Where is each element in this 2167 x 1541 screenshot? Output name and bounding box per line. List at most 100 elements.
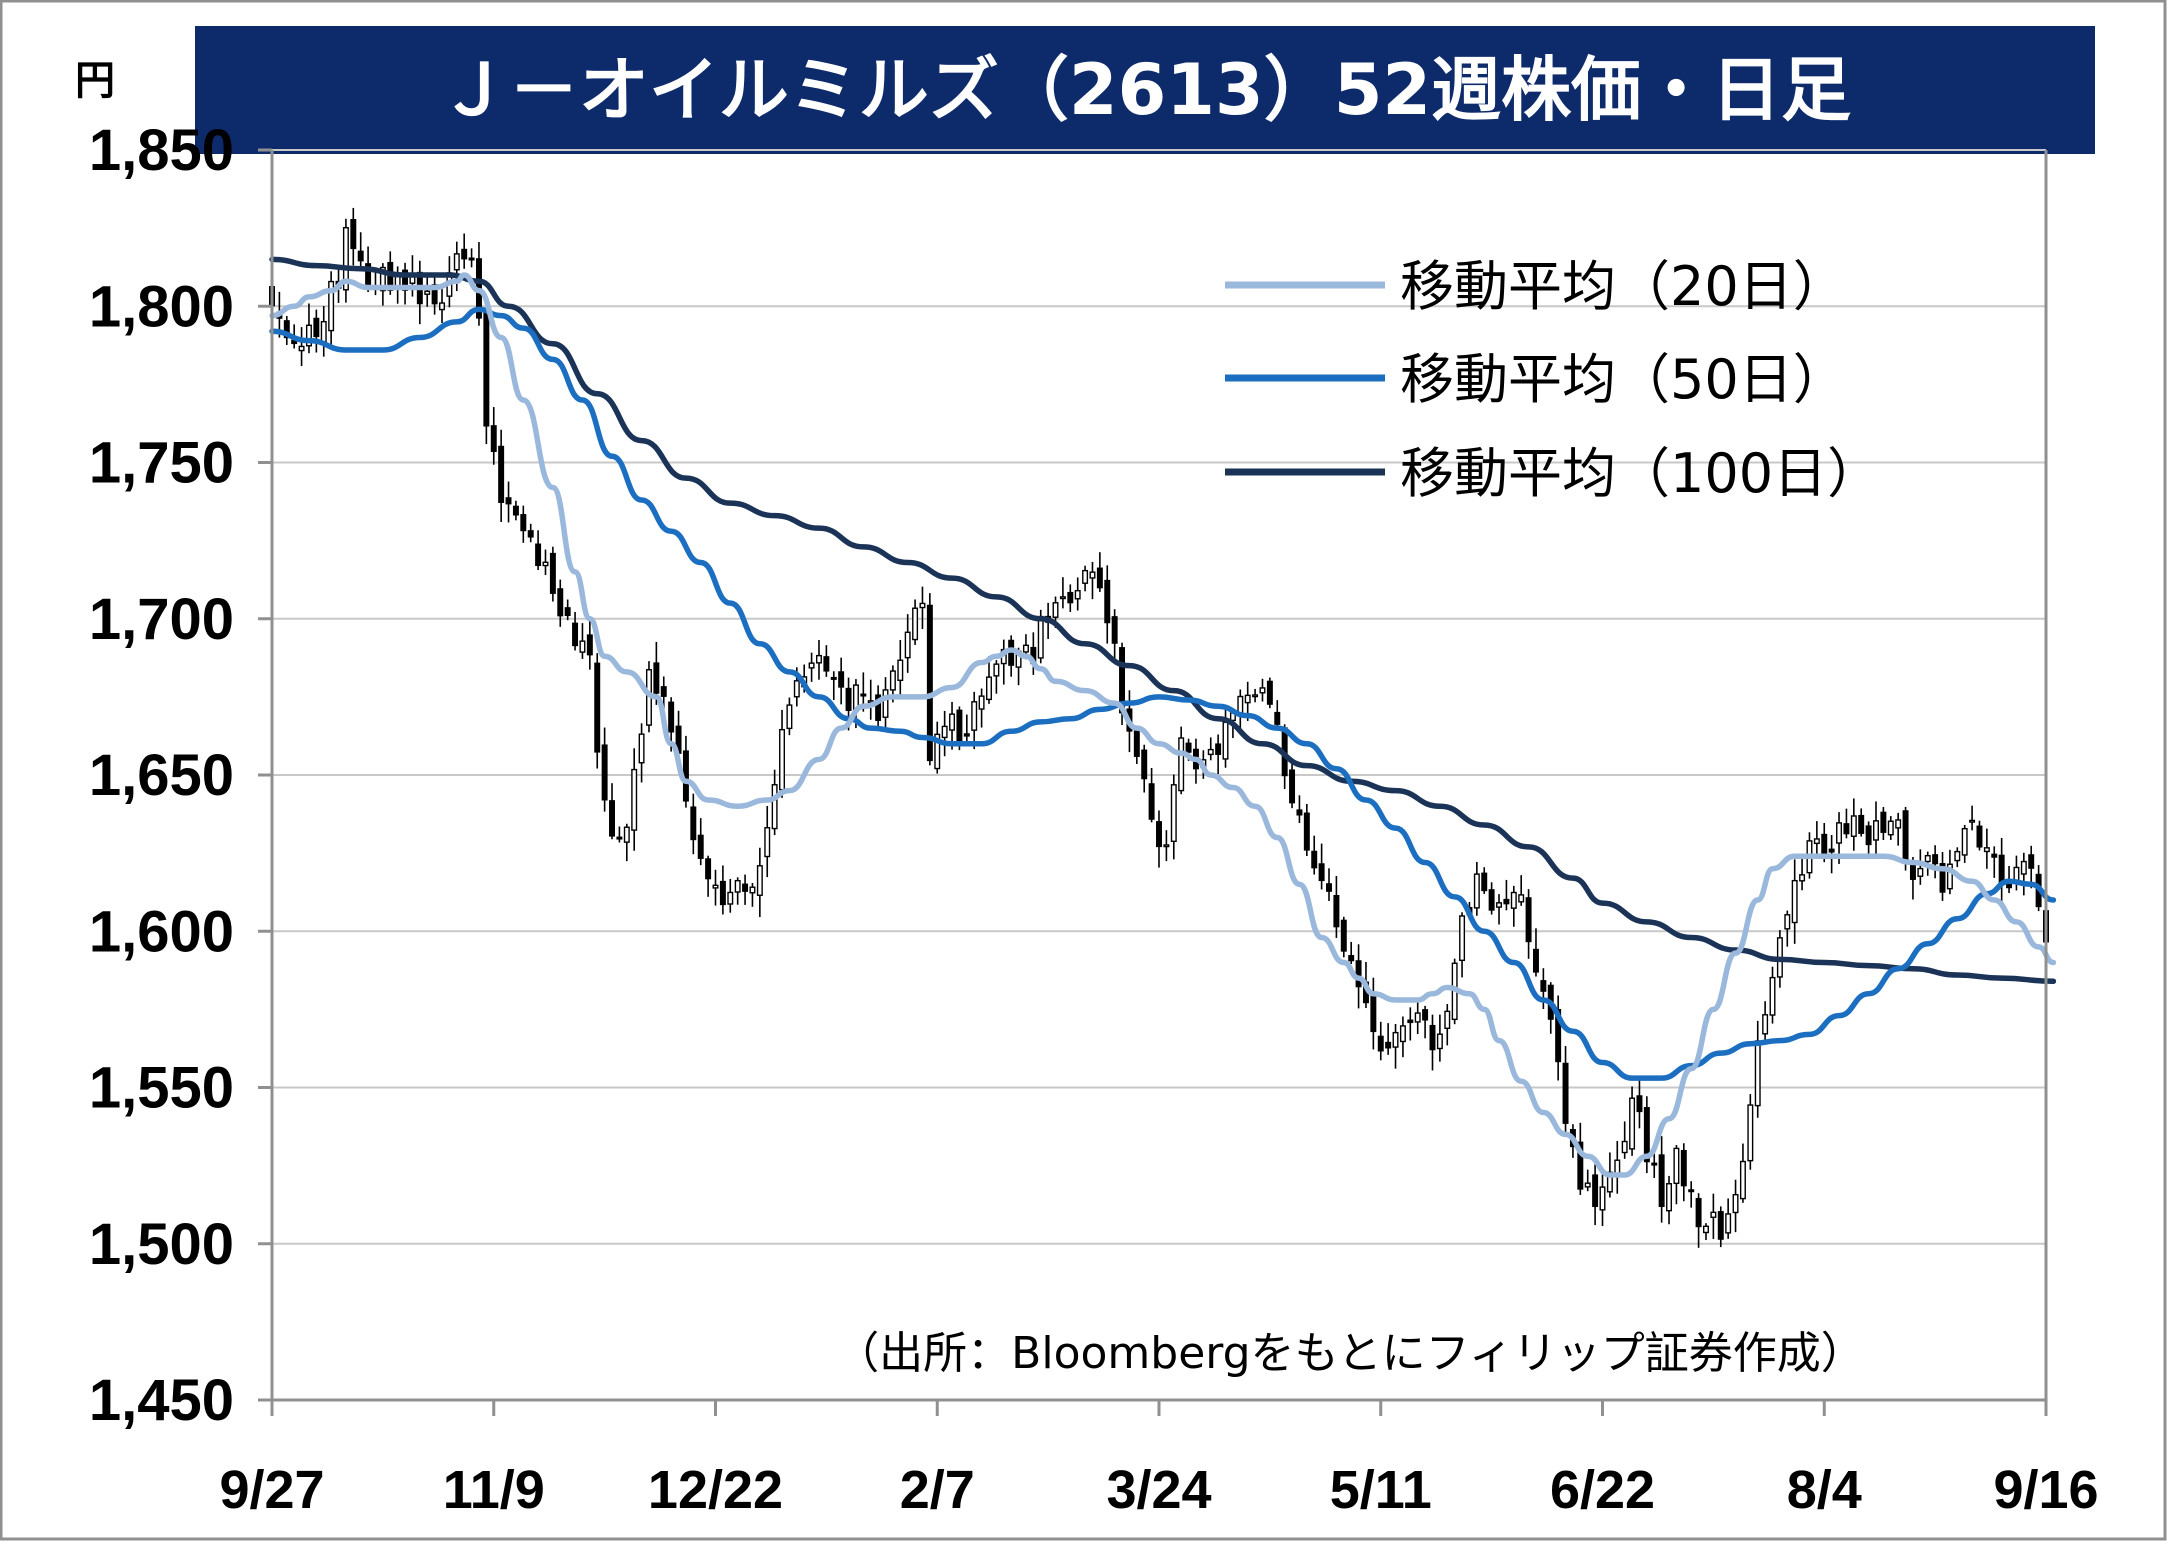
candle-body	[756, 865, 763, 896]
candle-body	[1488, 889, 1495, 911]
candle-body	[1799, 874, 1806, 882]
x-tick-labels: 9/27 11/9 12/22 2/7 3/24 5/11 6/22 8/4 9/16	[219, 1400, 2099, 1520]
candle-body	[727, 891, 734, 905]
candle-body	[1902, 810, 1909, 862]
candle-body	[1954, 850, 1961, 862]
candle-body	[1769, 976, 1776, 1016]
candle-body	[1303, 812, 1310, 851]
candle-body	[1754, 1040, 1761, 1107]
candle-body	[1666, 1183, 1673, 1212]
candle-body	[1377, 1035, 1384, 1052]
ma100-line	[269, 256, 2057, 984]
candle-body	[1222, 721, 1229, 760]
candle-body	[424, 290, 431, 295]
candle-body	[875, 694, 882, 721]
candle-body	[1762, 1014, 1769, 1035]
candle-body	[1444, 1010, 1451, 1029]
candle-body	[1998, 854, 2005, 884]
x-tick-label: 9/27	[219, 1460, 324, 1520]
candle-body	[1673, 1147, 1680, 1185]
grid-lines	[272, 149, 2046, 1245]
candle-body	[793, 680, 800, 698]
candle-body	[1976, 825, 1983, 848]
candle-body	[1156, 821, 1162, 848]
candle-body	[1133, 728, 1140, 757]
candle-body	[594, 662, 601, 753]
candle-body	[1932, 854, 1939, 865]
candle-body	[1274, 711, 1281, 725]
candle-body	[668, 701, 675, 733]
y-tick-label: 1,650	[89, 743, 234, 808]
candle-body	[719, 880, 726, 906]
candle-body	[549, 552, 556, 594]
x-tick-label: 9/16	[1993, 1460, 2098, 1520]
candle-body	[490, 425, 497, 453]
candle-body	[838, 671, 845, 688]
candle-body	[1518, 894, 1525, 903]
y-tick-label: 1,850	[89, 118, 234, 183]
candle-body	[653, 662, 660, 694]
candle-body	[1643, 1107, 1650, 1163]
candle-body	[557, 588, 564, 617]
candle-body	[1969, 819, 1976, 823]
candle-body	[623, 826, 630, 843]
candle-body	[1924, 854, 1931, 863]
candle-body	[1333, 894, 1340, 928]
candle-body	[1703, 1225, 1709, 1234]
candle-body	[697, 834, 704, 859]
candle-body	[2028, 854, 2035, 869]
candle-body	[1289, 769, 1296, 804]
y-tick-labels: 1,450 1,500 1,550 1,600 1,650 1,700 1,750 1,800…	[89, 118, 272, 1433]
candle-body	[1525, 897, 1532, 943]
candle-body	[1496, 902, 1502, 908]
candle-body	[1163, 844, 1170, 848]
candle-body	[749, 886, 756, 894]
y-tick-label: 1,500	[89, 1212, 234, 1277]
candle-body	[934, 733, 941, 770]
candle-body	[313, 317, 320, 338]
candle-body	[1037, 615, 1044, 659]
candle-body	[1562, 1062, 1569, 1124]
x-tick-label: 2/7	[900, 1460, 975, 1520]
candle-body	[1651, 1162, 1658, 1166]
candle-body	[1725, 1213, 1732, 1234]
candle-body	[616, 836, 623, 840]
candle-body	[505, 497, 512, 505]
x-tick-label: 11/9	[443, 1460, 545, 1520]
candle-body	[742, 883, 749, 892]
y-tick-label: 1,750	[89, 431, 234, 496]
candle-body	[963, 733, 970, 737]
candle-body	[1170, 784, 1177, 843]
candle-body	[1961, 827, 1968, 856]
candle-body	[1784, 914, 1791, 930]
x-tick-label: 12/22	[648, 1460, 783, 1520]
candle-body	[572, 622, 579, 647]
y-tick-label: 1,450	[89, 1368, 234, 1433]
candle-body	[468, 257, 475, 261]
candle-body	[350, 219, 357, 250]
candle-body	[1392, 1031, 1399, 1048]
candle-body	[586, 634, 593, 656]
candle-body	[949, 713, 956, 731]
candle-body	[1429, 1024, 1436, 1051]
candle-body	[919, 602, 926, 609]
candle-body	[1850, 815, 1857, 837]
candle-body	[1473, 873, 1480, 909]
candle-body	[1510, 891, 1517, 909]
y-tick-label: 1,550	[89, 1056, 234, 1121]
candle-body	[1252, 694, 1259, 698]
source-note: （出所：Bloombergをもとにフィリップ証券作成）	[835, 1328, 1865, 1379]
candle-body	[1917, 867, 1924, 877]
candle-body	[542, 561, 549, 567]
candle-body	[1296, 809, 1303, 816]
candle-body	[1481, 872, 1488, 892]
candle-body	[1399, 1025, 1406, 1043]
candle-body	[305, 324, 312, 347]
candle-body	[808, 662, 815, 669]
candle-body	[298, 345, 305, 352]
ma20-line	[269, 272, 2057, 1178]
legend: 移動平均（20日） 移動平均（50日） 移動平均（100日）	[1225, 255, 1881, 505]
candle-body	[1983, 847, 1990, 853]
candle-body	[823, 656, 830, 672]
